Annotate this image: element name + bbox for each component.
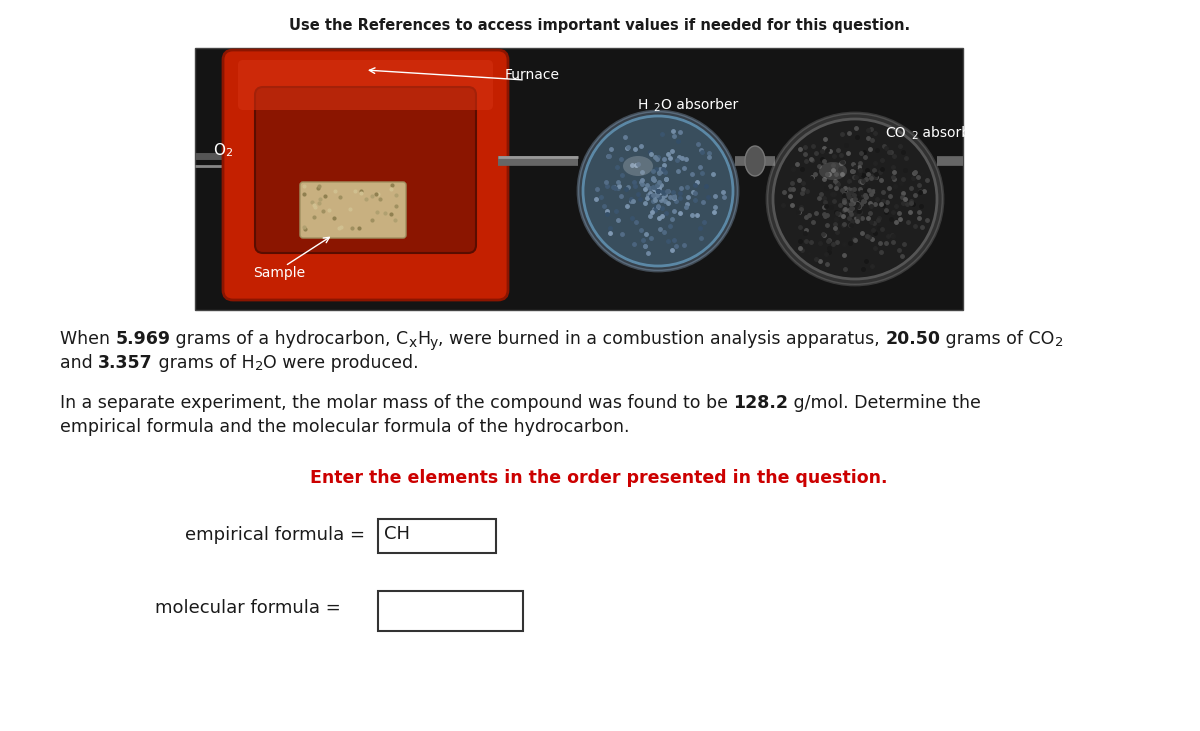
Text: C: C: [384, 597, 397, 616]
Text: Sample: Sample: [253, 266, 305, 280]
Text: grams of H: grams of H: [152, 354, 254, 372]
Text: O absorber: O absorber: [661, 98, 738, 112]
Ellipse shape: [745, 146, 766, 176]
Text: H: H: [416, 330, 430, 348]
Text: 2: 2: [254, 360, 263, 373]
Text: 2: 2: [653, 103, 660, 113]
Text: 2: 2: [911, 131, 918, 141]
Text: O were produced.: O were produced.: [263, 354, 419, 372]
Text: 5.969: 5.969: [115, 330, 170, 348]
Ellipse shape: [623, 156, 653, 176]
Bar: [194, 48, 964, 310]
Bar: [378, 519, 496, 553]
Text: 2: 2: [1055, 336, 1063, 349]
Text: Furnace: Furnace: [505, 68, 560, 82]
Text: 128.2: 128.2: [733, 394, 788, 412]
Text: g/mol. Determine the: g/mol. Determine the: [788, 394, 982, 412]
FancyBboxPatch shape: [238, 60, 493, 110]
Text: 3.357: 3.357: [98, 354, 152, 372]
Text: absorber: absorber: [918, 126, 984, 140]
Text: grams of CO: grams of CO: [941, 330, 1055, 348]
Text: empirical formula =: empirical formula =: [185, 526, 365, 544]
Ellipse shape: [767, 113, 943, 285]
Text: H: H: [638, 98, 648, 112]
Ellipse shape: [578, 111, 738, 271]
Text: Enter the elements in the order presented in the question.: Enter the elements in the order presente…: [310, 469, 888, 487]
Ellipse shape: [773, 119, 937, 279]
Text: CH: CH: [384, 525, 410, 543]
FancyBboxPatch shape: [256, 87, 476, 253]
Ellipse shape: [818, 162, 847, 180]
Text: and: and: [60, 354, 98, 372]
Text: In a separate experiment, the molar mass of the compound was found to be: In a separate experiment, the molar mass…: [60, 394, 733, 412]
Text: , were burned in a combustion analysis apparatus,: , were burned in a combustion analysis a…: [438, 330, 886, 348]
Text: 10: 10: [397, 603, 414, 616]
Text: empirical formula and the molecular formula of the hydrocarbon.: empirical formula and the molecular form…: [60, 418, 630, 436]
Text: grams of a hydrocarbon, C: grams of a hydrocarbon, C: [170, 330, 409, 348]
Text: y: y: [430, 336, 438, 350]
Bar: [378, 591, 523, 631]
Text: 2: 2: [226, 148, 232, 158]
FancyBboxPatch shape: [223, 50, 508, 300]
Text: 20.50: 20.50: [886, 330, 941, 348]
Ellipse shape: [583, 116, 733, 266]
Text: Use the References to access important values if needed for this question.: Use the References to access important v…: [289, 18, 911, 33]
Text: When: When: [60, 330, 115, 348]
FancyBboxPatch shape: [300, 182, 406, 238]
Text: molecular formula =: molecular formula =: [155, 599, 341, 617]
Text: O: O: [214, 143, 226, 158]
Text: H: H: [414, 597, 428, 616]
Text: CO: CO: [886, 126, 906, 140]
Text: x: x: [409, 336, 416, 350]
Text: 10: 10: [428, 603, 444, 616]
